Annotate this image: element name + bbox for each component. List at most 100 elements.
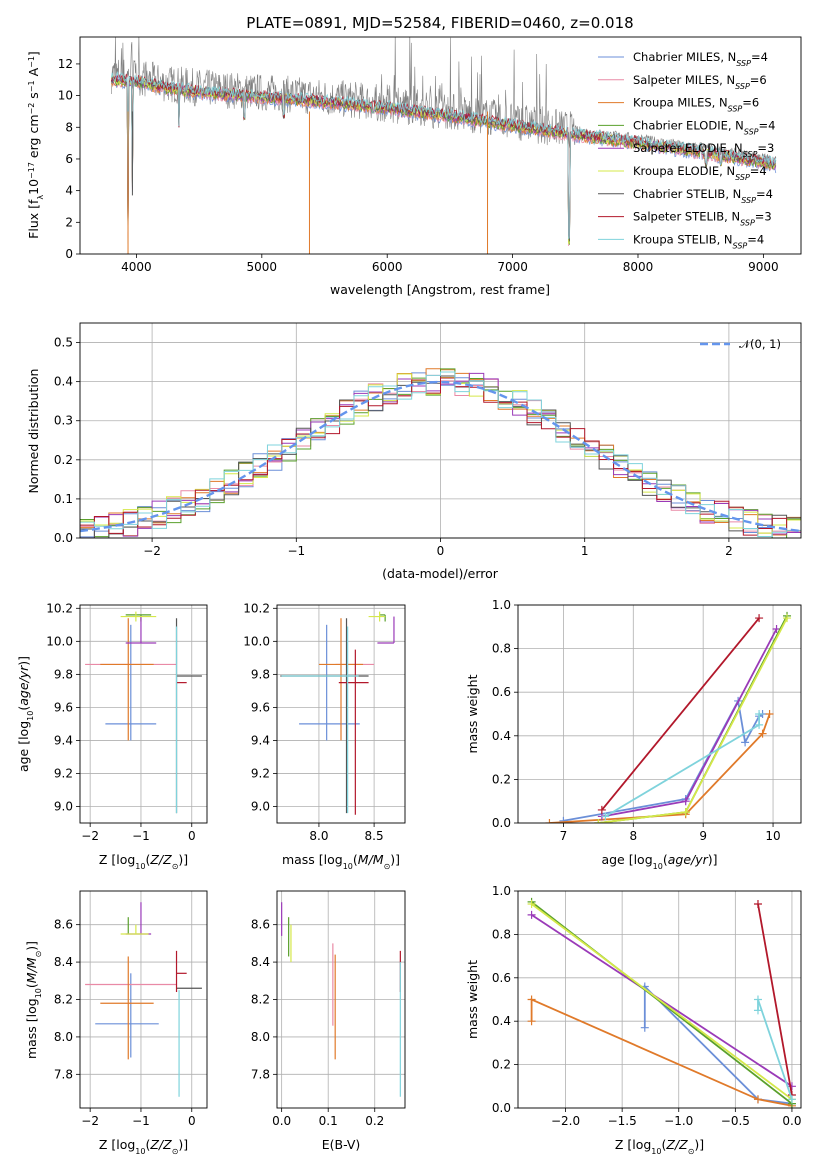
weight-line: [757, 903, 793, 1096]
x-tick-label: 9: [699, 829, 707, 843]
x-tick-label: 8000: [623, 260, 654, 274]
axes-frame: [276, 890, 406, 1109]
x-tick-label: 7000: [497, 260, 528, 274]
x-axis-label: age [log10(age/yr)]: [601, 852, 717, 871]
x-tick-label: 7: [560, 829, 568, 843]
axes-age-vs-mass: 8.0 8.5 9.0 9.2 9.4 9.6 9.8 10.0 10.2: [243, 601, 406, 843]
legend-entry: Chabrier ELODIE, NSSP=4: [633, 118, 775, 136]
y-tick-label: 2: [65, 215, 73, 229]
x-tick-label: 0: [188, 829, 196, 843]
plus-marker: [783, 614, 792, 623]
axes-residual-histogram: −2 −1 0 1 2 0.0 0.1 0.2 0.3 0.4 0.5: [54, 322, 802, 558]
plus-marker: [527, 1017, 536, 1026]
weight-line: [549, 713, 771, 823]
y-tick-label: 6: [65, 152, 73, 166]
axes-frame: [517, 604, 802, 824]
y-tick-label: 9.4: [54, 733, 73, 747]
y-tick-label: 9.2: [54, 766, 73, 780]
y-tick-label: 10.0: [46, 634, 73, 648]
y-tick-label: 9.0: [54, 799, 73, 813]
plot-area-residual-histogram: [80, 368, 801, 538]
y-tick-label: 9.4: [251, 733, 270, 747]
x-tick-label: −1: [132, 829, 150, 843]
legend-entry: Salpeter MILES, NSSP=6: [633, 73, 767, 91]
y-tick-label: 0.4: [54, 375, 73, 389]
x-tick-label: −1.0: [664, 1114, 693, 1128]
y-tick-label: 9.6: [54, 700, 73, 714]
axes-frame: [79, 890, 208, 1109]
y-tick-label: 9.0: [251, 799, 270, 813]
y-axis-label: mass weight: [465, 960, 480, 1039]
y-axis-label: Normed distribution: [26, 369, 41, 494]
plot-area-age-vs-mass: [280, 611, 395, 815]
y-tick-label: 12: [58, 57, 73, 71]
x-axis-label: Z [log10(Z/Z⊙)]: [99, 1137, 188, 1156]
y-tick-label: 8.2: [54, 993, 73, 1007]
x-tick-label: −1: [287, 544, 305, 558]
x-tick-label: 9000: [748, 260, 779, 274]
x-tick-label: 2: [725, 544, 733, 558]
y-tick-label: 10.2: [46, 601, 73, 615]
axes-mass-vs-Z: −2 −1 0 7.8 8.0 8.2 8.4 8.6: [54, 890, 208, 1128]
histogram-step: [80, 371, 801, 538]
x-tick-label: −2.0: [551, 1114, 580, 1128]
y-tick-label: 1.0: [492, 884, 511, 898]
plus-marker: [741, 738, 750, 747]
plot-area-spectrum: [110, 37, 777, 254]
x-tick-label: 10: [765, 829, 780, 843]
y-tick-label: 0.1: [54, 492, 73, 506]
y-tick-label: 10.2: [243, 601, 270, 615]
legend-entry: Salpeter ELODIE, NSSP=3: [633, 141, 774, 159]
axes-frame: [79, 36, 802, 255]
x-axis-label: Z [log10(Z/Z⊙)]: [615, 1137, 704, 1156]
figure-title: PLATE=0891, MJD=52584, FIBERID=0460, z=0…: [246, 14, 633, 32]
y-tick-label: 8: [65, 120, 73, 134]
legend: Chabrier MILES, NSSP=4 Salpeter MILES, NS…: [598, 50, 775, 250]
axes-age-vs-Z: −2 −1 0 9.0 9.2 9.4 9.6 9.8 10.0 10.2: [46, 601, 208, 843]
axes-frame: [79, 604, 208, 824]
axes-mass-weight-vs-Z: −2.0 −1.5 −1.0 −0.5 0.0 0.0 0.2 0.4 0.6 0.8 1.0: [492, 884, 802, 1128]
x-tick-label: −0.5: [721, 1114, 750, 1128]
x-axis-label: wavelength [Angstrom, rest frame]: [330, 282, 550, 297]
x-tick-label: 1: [581, 544, 589, 558]
y-tick-label: 0.2: [492, 772, 511, 786]
y-tick-label: 8.0: [251, 1030, 270, 1044]
y-axis-label: mass [log10(M/M⊙)]: [24, 941, 43, 1059]
legend-entry: Chabrier STELIB, NSSP=4: [633, 187, 773, 205]
legend-entry: 𝒩(0, 1): [739, 337, 781, 351]
y-axis-label: age [log10(age/yr)]: [16, 656, 35, 772]
plus-marker: [594, 819, 603, 823]
y-tick-label: 8.4: [251, 955, 270, 969]
y-tick-label: 9.8: [251, 667, 270, 681]
y-tick-label: 9.6: [251, 700, 270, 714]
y-tick-label: 0.8: [492, 642, 511, 656]
plus-marker: [787, 1095, 796, 1104]
normal-curve: [80, 380, 801, 533]
y-tick-label: 0.0: [492, 1101, 511, 1115]
y-tick-label: 10: [58, 89, 73, 103]
x-tick-label: 8.5: [365, 829, 384, 843]
y-tick-label: 0.3: [54, 414, 73, 428]
weight-line: [757, 999, 793, 1100]
plus-marker: [753, 900, 762, 909]
plot-area-mass-weight-vs-age: [545, 611, 792, 823]
y-tick-label: 8.0: [54, 1030, 73, 1044]
y-tick-label: 4: [65, 184, 73, 198]
y-tick-label: 9.2: [251, 766, 270, 780]
x-tick-label: −2: [143, 544, 161, 558]
y-tick-label: 9.8: [54, 667, 73, 681]
plus-marker: [753, 1006, 762, 1015]
y-tick-label: 0.4: [492, 1014, 511, 1028]
y-tick-label: 7.8: [251, 1067, 270, 1081]
weight-line: [601, 617, 760, 811]
y-tick-label: 10.0: [243, 634, 270, 648]
plus-marker: [753, 995, 762, 1004]
legend-entry: Kroupa ELODIE, NSSP=4: [633, 164, 767, 182]
x-axis-label: (data-model)/error: [382, 566, 499, 581]
legend-entry: Kroupa STELIB, NSSP=4: [633, 232, 764, 250]
legend-entry: Kroupa MILES, NSSP=6: [633, 96, 759, 114]
plot-area-mass-weight-vs-Z: [527, 897, 796, 1108]
plot-area-mass-vs-ebv: [281, 902, 401, 1097]
y-tick-label: 0.2: [492, 1058, 511, 1072]
